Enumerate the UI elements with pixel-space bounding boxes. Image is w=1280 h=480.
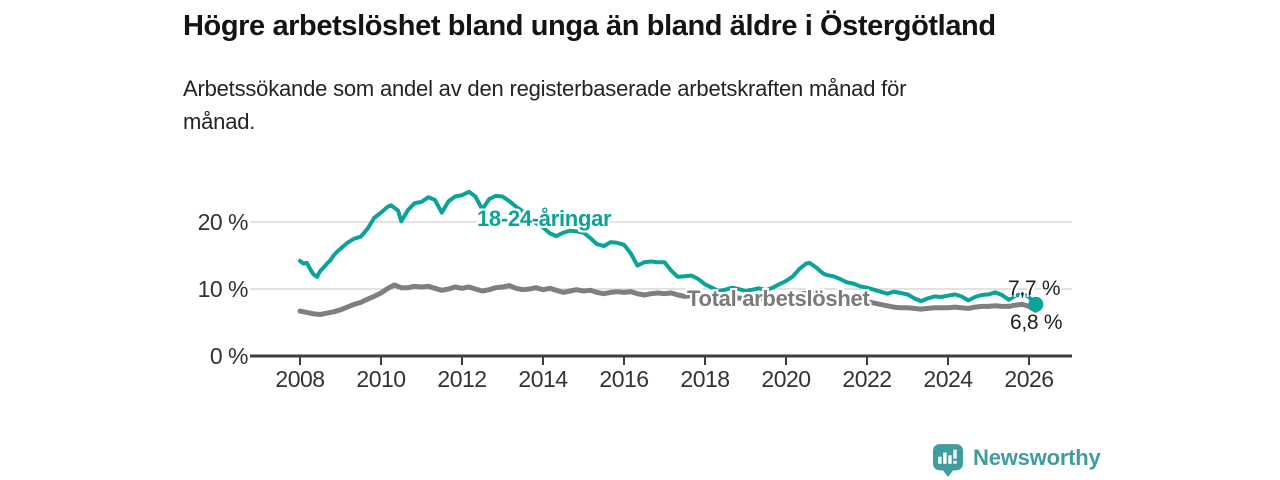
end-value-label-total: 6,8 %: [1010, 311, 1063, 334]
chart-subtitle-line1: Arbetssökande som andel av den registerb…: [183, 76, 907, 101]
x-axis-label: 2012: [437, 366, 487, 392]
chart-subtitle: Arbetssökande som andel av den registerb…: [183, 72, 1083, 138]
series-line-young: [298, 189, 1038, 307]
newsworthy-logo: Newsworthy: [933, 444, 1101, 477]
x-axis-label: 2020: [761, 366, 811, 392]
y-axis-label: 20 %: [197, 209, 249, 235]
series-end-dot-young: [1028, 296, 1044, 312]
page-title: Högre arbetslöshet bland unga än bland ä…: [183, 10, 996, 42]
x-axis-label: 2008: [275, 366, 325, 392]
series-label-young: 18-24-åringar: [477, 206, 612, 231]
x-axis-label: 2014: [518, 366, 568, 392]
series-line-total: [297, 282, 1039, 317]
end-value-label-young: 7,7 %: [1008, 277, 1061, 300]
x-axis-label: 2022: [842, 366, 892, 392]
x-axis-label: 2024: [923, 366, 973, 392]
x-axis-label: 2010: [356, 366, 406, 392]
chart-subtitle-line2: månad.: [183, 109, 256, 134]
series-label-total: Total arbetslöshet: [687, 286, 870, 311]
x-axis-label: 2016: [599, 366, 649, 392]
y-axis-label: 10 %: [197, 276, 249, 302]
x-axis-label: 2018: [680, 366, 730, 392]
x-axis-label: 2026: [1004, 366, 1054, 392]
y-axis-label: 0 %: [209, 343, 249, 369]
newsworthy-bubble-chart-icon: [933, 444, 963, 477]
newsworthy-wordmark: Newsworthy: [973, 445, 1101, 470]
